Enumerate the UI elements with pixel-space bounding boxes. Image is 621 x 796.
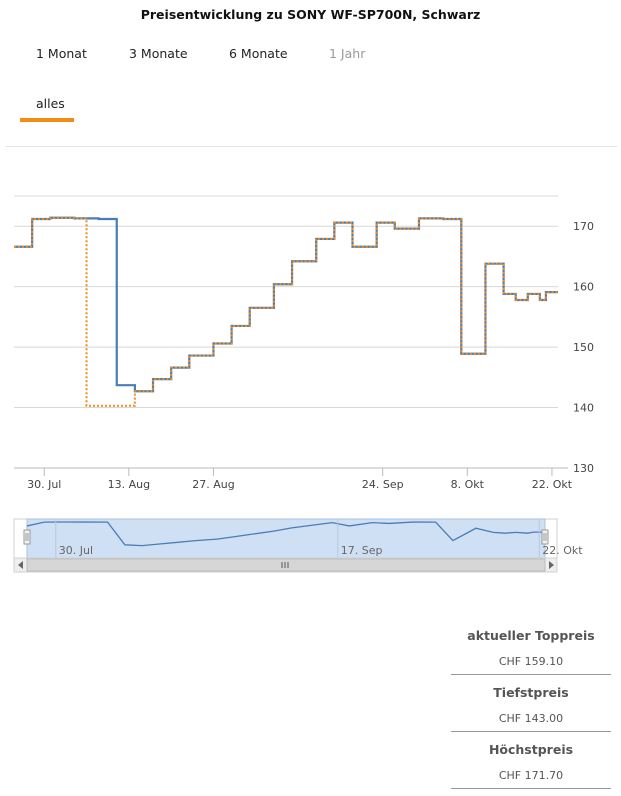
tab-1-jahr: 1 Jahr [329, 46, 366, 61]
y-tick-label: 140 [573, 402, 594, 415]
x-axis: 30. Jul 13. Aug 27. Aug 24. Sep 8. Okt 22. Ok… [14, 467, 573, 491]
scroll-left-arrow-icon[interactable] [18, 561, 23, 569]
tab-1-monat[interactable]: 1 Monat [36, 46, 87, 61]
navigator-tick-label: 17. Sep [341, 544, 383, 557]
stat-label: Tiefstpreis [493, 685, 569, 700]
scroll-right-arrow-icon[interactable] [549, 561, 554, 569]
y-tick-label: 150 [573, 341, 594, 354]
navigator-series [26, 521, 545, 547]
chart-title: Preisentwicklung zu SONY WF-SP700N, Schw… [140, 7, 481, 22]
y-axis-labels: 130 140 150 160 170 [573, 220, 594, 475]
series-line-secondary [14, 216, 558, 407]
x-tick-label: 30. Jul [27, 478, 61, 491]
stat-label: Höchstpreis [488, 742, 574, 757]
x-tick-label: 22. Okt [532, 478, 573, 491]
tab-alles[interactable]: alles [36, 96, 65, 111]
scrollbar-thumb[interactable] [26, 558, 546, 572]
series-group [14, 216, 558, 407]
price-chart[interactable]: 130 140 150 160 170 30. Jul 13. Aug 27. Aug 24.… [0, 150, 621, 580]
grid-lines [14, 195, 558, 469]
stat-value: CHF 143.00 [498, 712, 564, 725]
active-tab-indicator [20, 118, 74, 122]
navigator-tick-label: 22. Okt [542, 544, 583, 557]
navigator-selection [26, 518, 546, 559]
x-tick-label: 24. Sep [362, 478, 404, 491]
x-tick-label: 13. Aug [108, 478, 150, 491]
stat-value: CHF 171.70 [498, 769, 564, 782]
x-tick-label: 8. Okt [451, 478, 485, 491]
y-tick-label: 170 [573, 220, 594, 233]
stat-highest-price: Höchstpreis CHF 171.70 [451, 732, 611, 789]
navigator-handle[interactable] [541, 529, 549, 545]
price-stats: aktueller Toppreis CHF 159.10 Tiefstprei… [451, 618, 611, 789]
y-tick-label: 130 [573, 462, 594, 475]
navigator-handle[interactable] [23, 529, 31, 545]
series-line-main [14, 216, 558, 393]
x-tick-label: 27. Aug [192, 478, 234, 491]
stat-label: aktueller Toppreis [467, 628, 595, 643]
navigator[interactable]: 30. Jul 17. Sep 22. Okt [13, 518, 583, 573]
tab-6-monate[interactable]: 6 Monate [229, 46, 288, 61]
stat-value: CHF 159.10 [498, 655, 564, 668]
stat-current-top-price: aktueller Toppreis CHF 159.10 [451, 618, 611, 675]
tab-3-monate[interactable]: 3 Monate [129, 46, 188, 61]
y-tick-label: 160 [573, 281, 594, 294]
navigator-tick-label: 30. Jul [59, 544, 93, 557]
divider [5, 146, 617, 147]
stat-lowest-price: Tiefstpreis CHF 143.00 [451, 675, 611, 732]
